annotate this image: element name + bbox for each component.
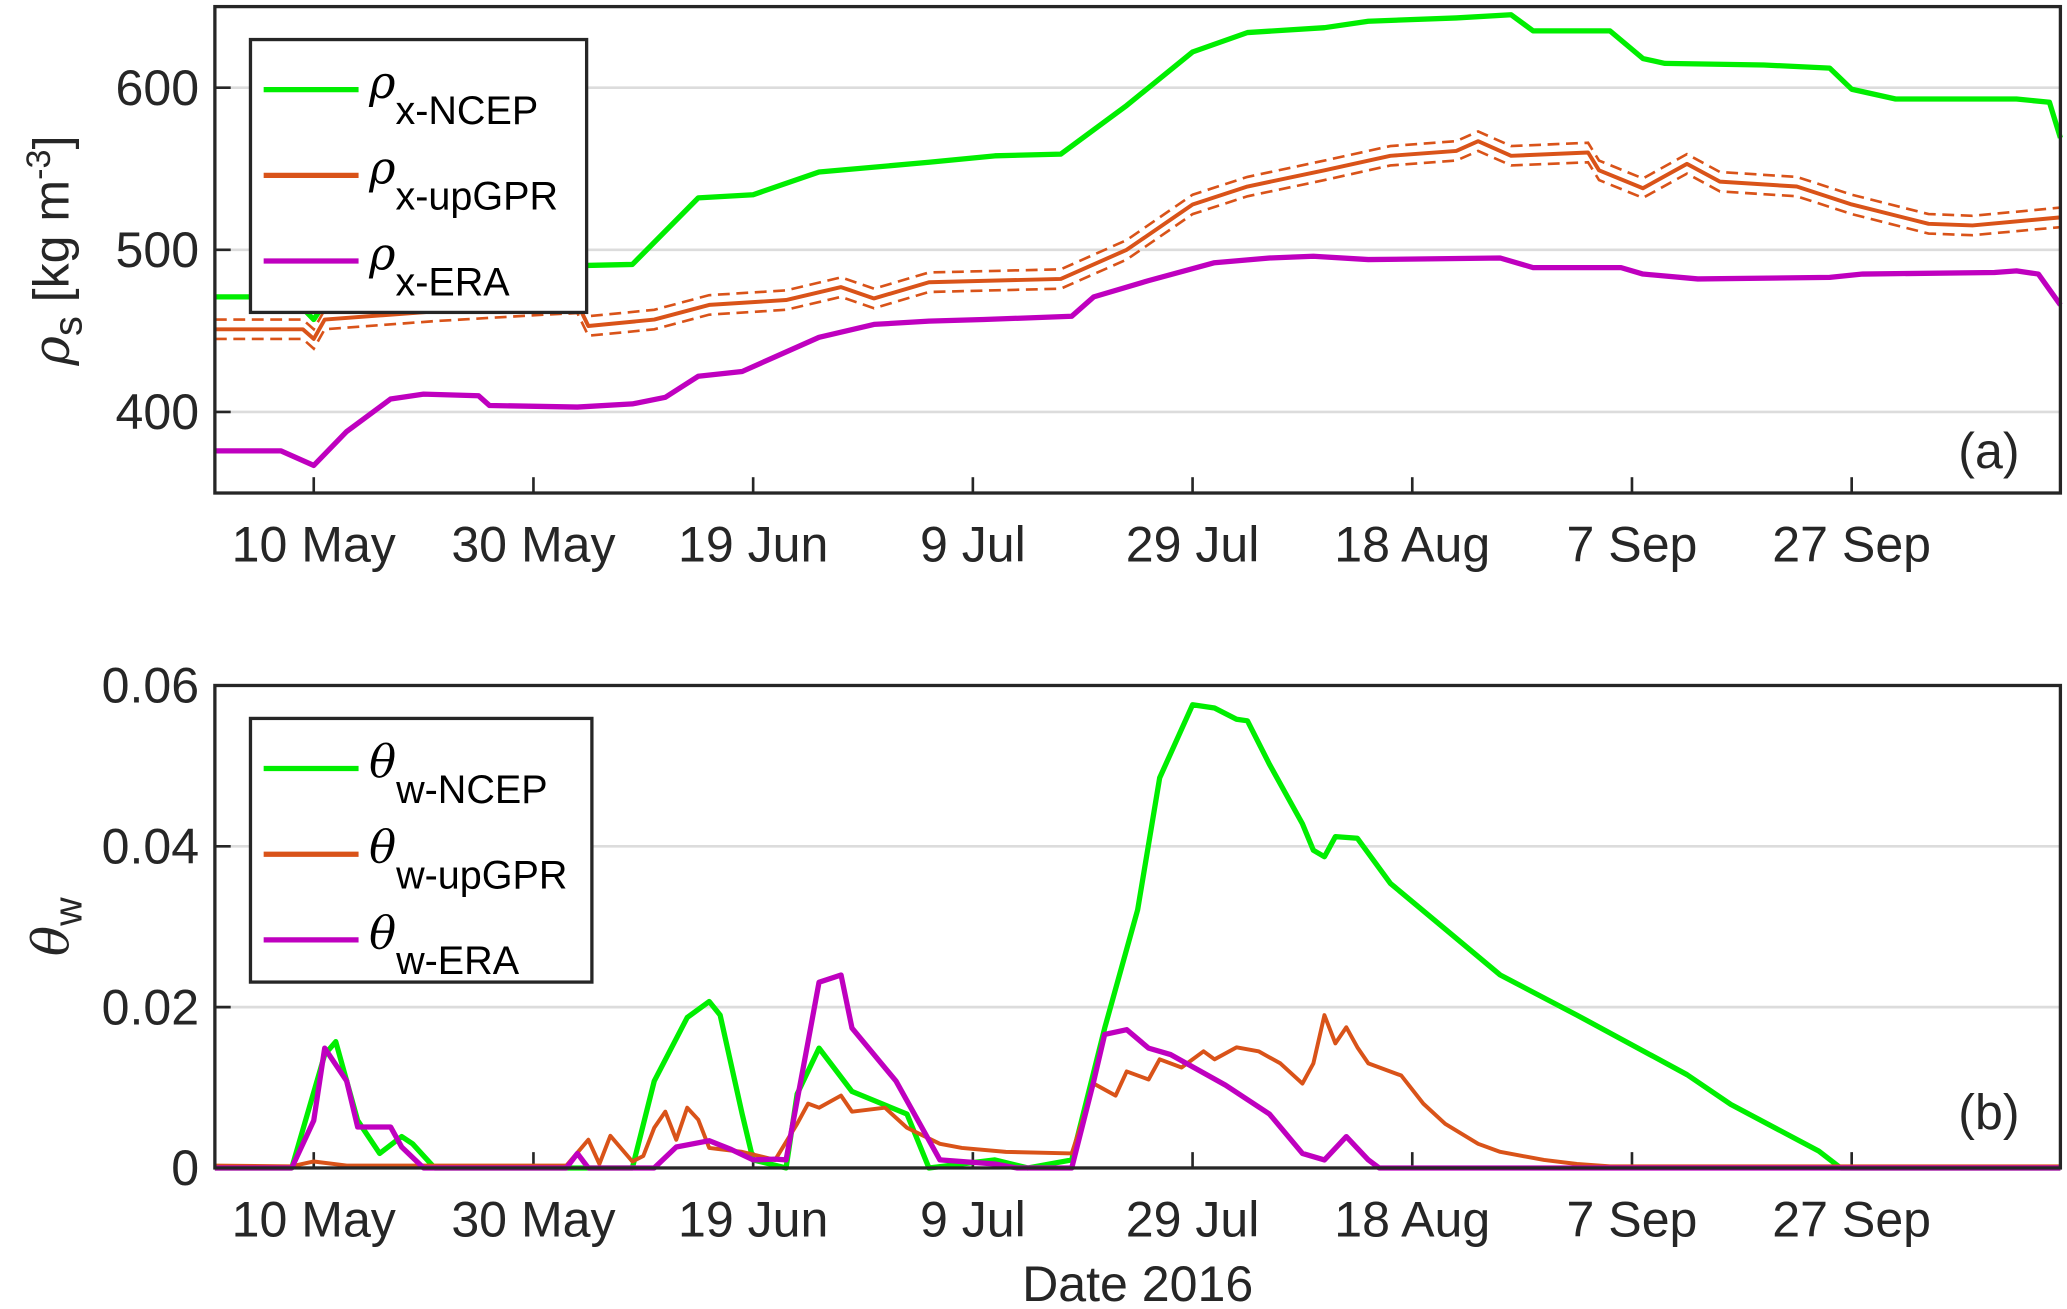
legend-subscript: x-ERA: [395, 260, 510, 304]
y-tick-label: 500: [115, 222, 199, 278]
x-tick-label: 27 Sep: [1772, 517, 1931, 573]
panel-label-b: (b): [1958, 1085, 2019, 1141]
y-axis-label-a: ρs [kg m-3]: [20, 135, 91, 366]
legend-subscript: x-upGPR: [395, 175, 558, 219]
legend-symbol: θ: [369, 734, 396, 787]
legend-label: θw-upGPR: [369, 820, 567, 897]
x-tick-label: 9 Jul: [920, 517, 1026, 573]
x-tick-label: 29 Jul: [1126, 517, 1260, 573]
y-tick-label: 0.06: [102, 658, 199, 714]
y-tick-label: 600: [115, 60, 199, 116]
uncertainty-line: [214, 149, 2061, 351]
x-tick-label: 19 Jun: [678, 1191, 828, 1247]
legend-label: ρx-NCEP: [368, 56, 538, 133]
axes-box: [213, 683, 2063, 1170]
legend-subscript: w-NCEP: [395, 768, 548, 812]
panel-a: 400 500 600 10 May 30 May 19 Jun 9 Jul 29 Jul 18…: [115, 4, 2063, 573]
legend-subscript: w-upGPR: [395, 853, 567, 897]
legend-symbol: ρ: [368, 141, 395, 194]
x-tick-label: 30 May: [451, 1191, 615, 1247]
y-tick-label: 0: [171, 1140, 199, 1196]
y-tick-label: 0.02: [102, 979, 199, 1035]
legend-subscript: w-ERA: [395, 939, 520, 983]
x-tick-label: 18 Aug: [1334, 517, 1490, 573]
x-tick-label: 18 Aug: [1334, 1191, 1490, 1247]
x-tick-label: 10 May: [232, 1191, 396, 1247]
x-tick-label: 30 May: [451, 517, 615, 573]
legend-symbol: ρ: [368, 227, 395, 280]
series-line: [214, 972, 2061, 1171]
x-tick-label: 7 Sep: [1567, 1191, 1698, 1247]
x-tick-label: 29 Jul: [1126, 1191, 1260, 1247]
y-tick-label: 400: [115, 384, 199, 440]
x-tick-label: 7 Sep: [1567, 517, 1698, 573]
x-tick-label: 19 Jun: [678, 517, 828, 573]
legend-subscript: x-NCEP: [395, 89, 538, 133]
legend-label: ρx-upGPR: [368, 141, 558, 218]
legend-symbol: θ: [369, 906, 396, 959]
x-tick-label: 9 Jul: [920, 1191, 1026, 1247]
legend-symbol: ρ: [368, 56, 395, 109]
legend-label: θw-NCEP: [369, 734, 548, 811]
series-line: [214, 253, 2063, 469]
y-axis-label-b: θw: [23, 897, 91, 956]
legend-label: θw-ERA: [369, 906, 520, 983]
panel-label-a: (a): [1958, 423, 2019, 479]
legend-symbol: θ: [369, 820, 396, 873]
x-tick-label: 10 May: [232, 517, 396, 573]
legend-label: ρx-ERA: [368, 227, 510, 304]
y-tick-label: 0.04: [102, 818, 199, 874]
axes-box: [213, 4, 2063, 495]
panel-b: 0 0.02 0.04 0.06 10 May 30 May 19 Jun 9 Jul 29 J…: [102, 658, 2063, 1247]
x-tick-label: 27 Sep: [1772, 1191, 1931, 1247]
x-axis-label: Date 2016: [1022, 1256, 1253, 1309]
